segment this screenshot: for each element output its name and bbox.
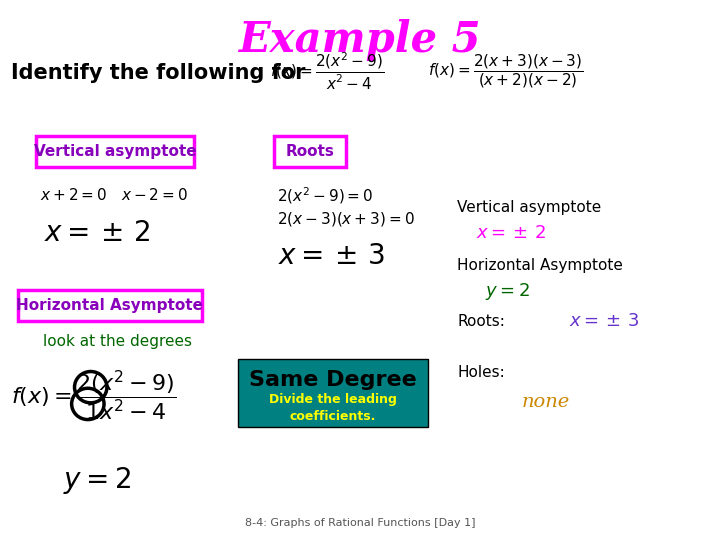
Text: $x=\pm\,2$: $x=\pm\,2$ <box>44 220 150 247</box>
Text: Same Degree: Same Degree <box>249 370 417 390</box>
Text: $x=\pm\,3$: $x=\pm\,3$ <box>278 243 384 270</box>
Text: none: none <box>522 393 570 411</box>
Text: Divide the leading
coefficients.: Divide the leading coefficients. <box>269 393 397 423</box>
Text: $x=\pm\,3$: $x=\pm\,3$ <box>569 312 639 330</box>
FancyBboxPatch shape <box>238 359 428 427</box>
Text: Roots: Roots <box>285 144 334 159</box>
Text: Horizontal Asymptote: Horizontal Asymptote <box>457 258 623 273</box>
Text: $f(x)=\dfrac{2(x^2-9)}{1x^2-4}$: $f(x)=\dfrac{2(x^2-9)}{1x^2-4}$ <box>11 368 176 423</box>
Text: $x+2=0\quad x-2=0$: $x+2=0\quad x-2=0$ <box>40 187 187 204</box>
Text: $f(x)=\dfrac{2(x^2-9)}{x^2-4}$: $f(x)=\dfrac{2(x^2-9)}{x^2-4}$ <box>270 51 384 92</box>
FancyBboxPatch shape <box>36 136 194 167</box>
Text: $x=\pm\,2$: $x=\pm\,2$ <box>476 224 546 242</box>
Text: 8-4: Graphs of Rational Functions [Day 1]: 8-4: Graphs of Rational Functions [Day 1… <box>245 518 475 528</box>
Text: $2(x^2-9)=0$: $2(x^2-9)=0$ <box>277 185 374 206</box>
Text: Vertical asymptote: Vertical asymptote <box>457 200 601 215</box>
FancyBboxPatch shape <box>18 290 202 321</box>
Text: Roots:: Roots: <box>457 314 505 329</box>
Text: Horizontal Asymptote: Horizontal Asymptote <box>17 298 203 313</box>
Text: Holes:: Holes: <box>457 365 505 380</box>
Text: $y=2$: $y=2$ <box>63 465 131 496</box>
Text: $2(x-3)(x+3)=0$: $2(x-3)(x+3)=0$ <box>277 210 415 228</box>
Text: $y=2$: $y=2$ <box>485 281 530 302</box>
Text: look at the degrees: look at the degrees <box>43 334 192 349</box>
Text: Identify the following for: Identify the following for <box>11 63 305 83</box>
Text: $f(x)=\dfrac{2(x+3)(x-3)}{(x+2)(x-2)}$: $f(x)=\dfrac{2(x+3)(x-3)}{(x+2)(x-2)}$ <box>428 52 584 90</box>
Text: Example 5: Example 5 <box>239 19 481 61</box>
Text: Vertical asymptote: Vertical asymptote <box>34 144 197 159</box>
FancyBboxPatch shape <box>274 136 346 167</box>
